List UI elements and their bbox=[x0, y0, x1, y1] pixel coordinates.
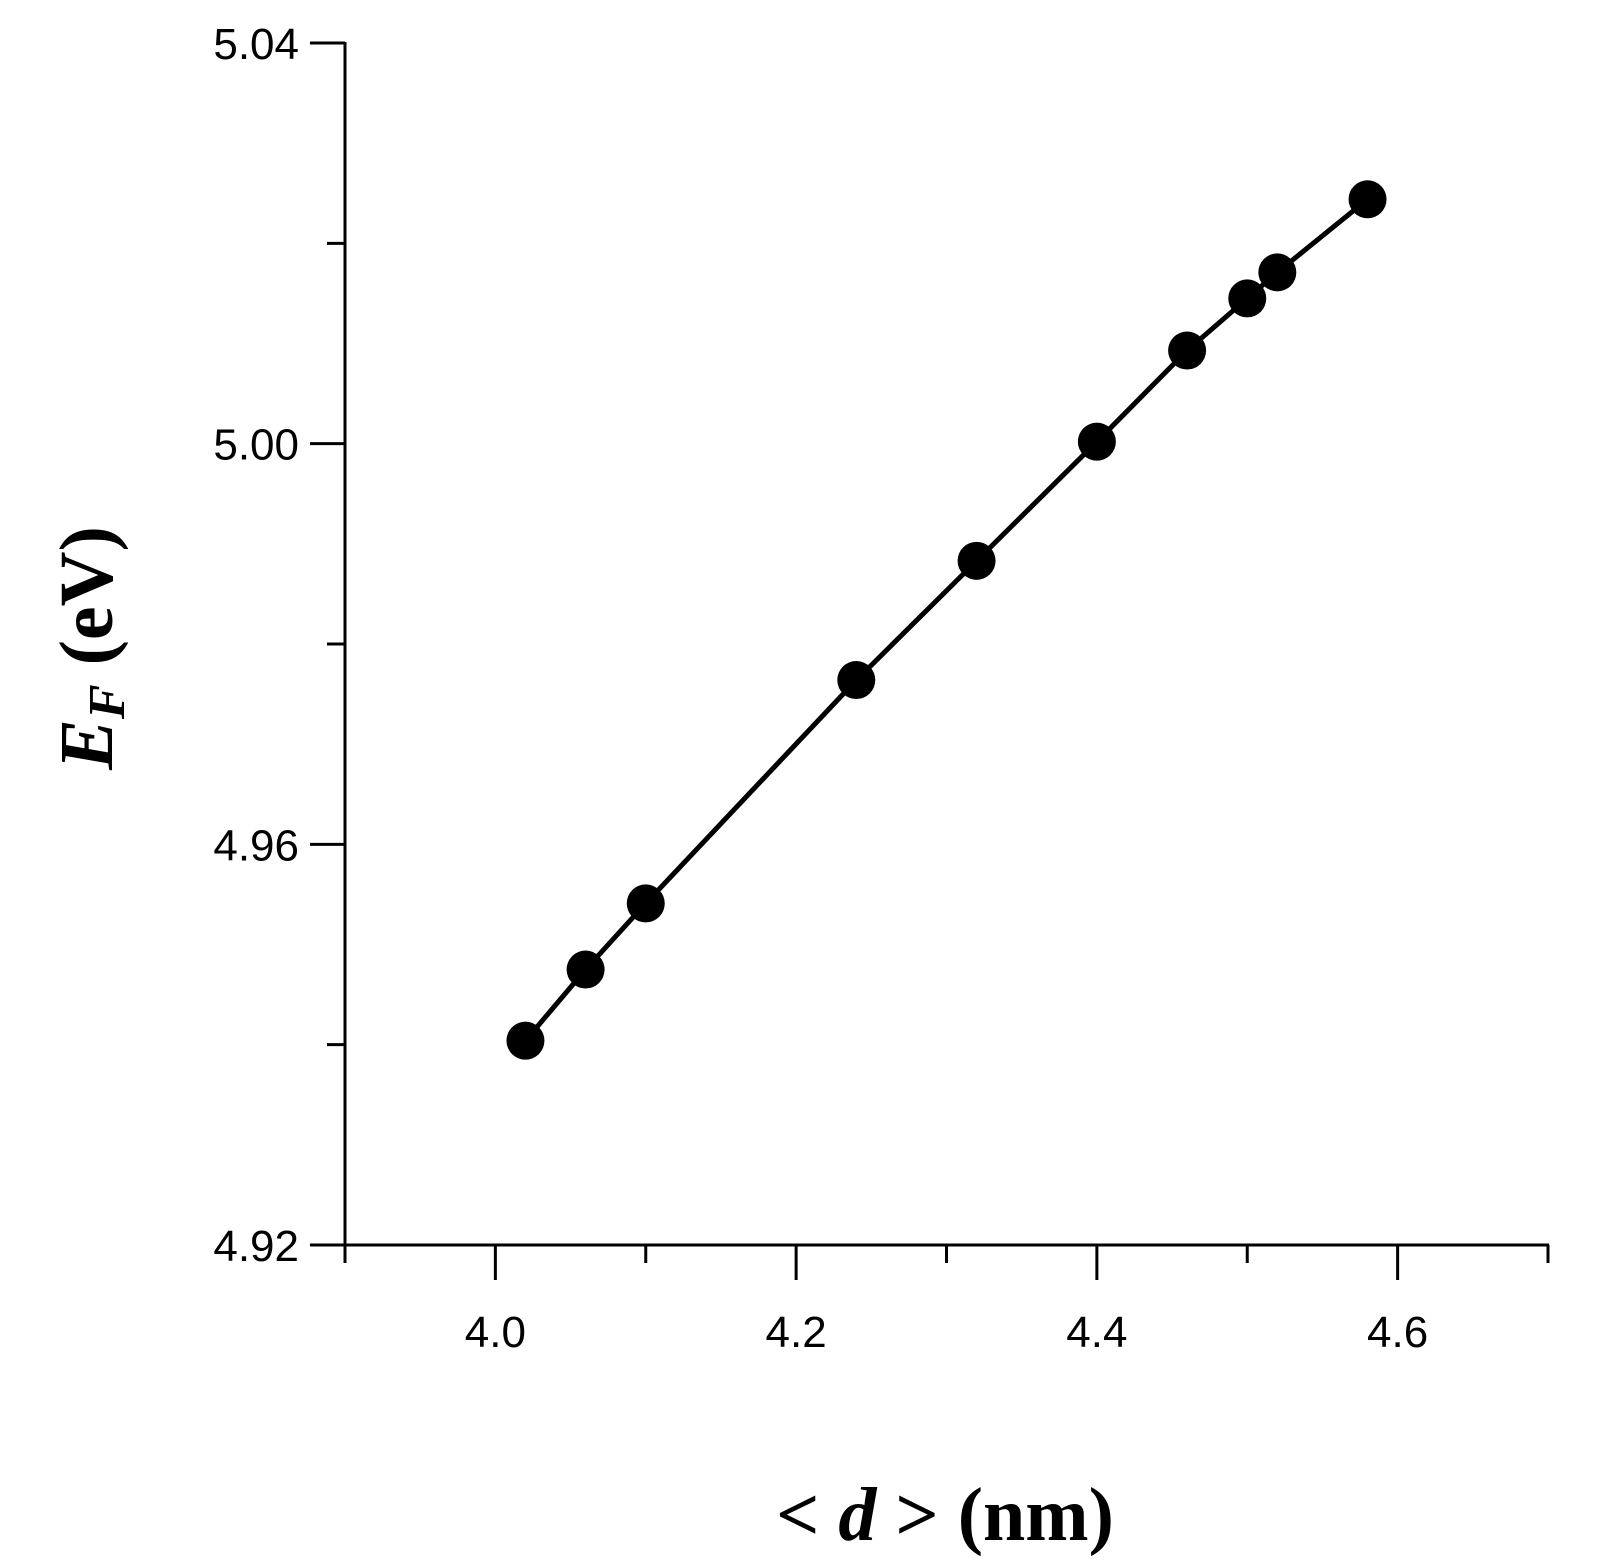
data-point bbox=[626, 884, 665, 923]
y-axis-title-subscript: F bbox=[79, 684, 136, 720]
y-tick-label: 4.92 bbox=[213, 1222, 299, 1271]
x-tick-label: 4.4 bbox=[1066, 1308, 1127, 1357]
y-tick-label: 5.00 bbox=[213, 421, 299, 470]
y-axis-title-symbol: E bbox=[45, 719, 129, 771]
series-line bbox=[523, 197, 1370, 1043]
x-axis-title: < d > (nm) bbox=[776, 1473, 1114, 1557]
data-point bbox=[1168, 331, 1207, 370]
x-axis-ticks: 4.0 4.2 4.4 4.6 bbox=[343, 1245, 1550, 1357]
data-point bbox=[837, 661, 876, 700]
data-point bbox=[506, 1021, 545, 1060]
data-point bbox=[1228, 279, 1267, 318]
y-axis-ticks: 4.92 4.96 5.00 5.04 bbox=[213, 20, 345, 1271]
x-axis-title-variable: d bbox=[838, 1473, 877, 1557]
data-point bbox=[1348, 180, 1387, 219]
data-point bbox=[957, 541, 996, 580]
x-axis-title-unit: > (nm) bbox=[876, 1473, 1114, 1557]
data-point bbox=[1077, 422, 1116, 461]
axes bbox=[343, 42, 1549, 1247]
series-layer bbox=[506, 180, 1387, 1060]
y-tick-label: 5.04 bbox=[213, 20, 299, 69]
data-point bbox=[566, 950, 605, 989]
data-point bbox=[1258, 253, 1297, 292]
y-axis-title: EF (eV) bbox=[45, 526, 136, 771]
y-axis-title-unit: (eV) bbox=[45, 526, 129, 684]
y-tick-label: 4.96 bbox=[213, 821, 299, 870]
x-tick-label: 4.2 bbox=[766, 1308, 827, 1357]
x-tick-label: 4.6 bbox=[1367, 1308, 1428, 1357]
x-tick-label: 4.0 bbox=[465, 1308, 526, 1357]
x-axis-title-open: < bbox=[776, 1473, 838, 1557]
